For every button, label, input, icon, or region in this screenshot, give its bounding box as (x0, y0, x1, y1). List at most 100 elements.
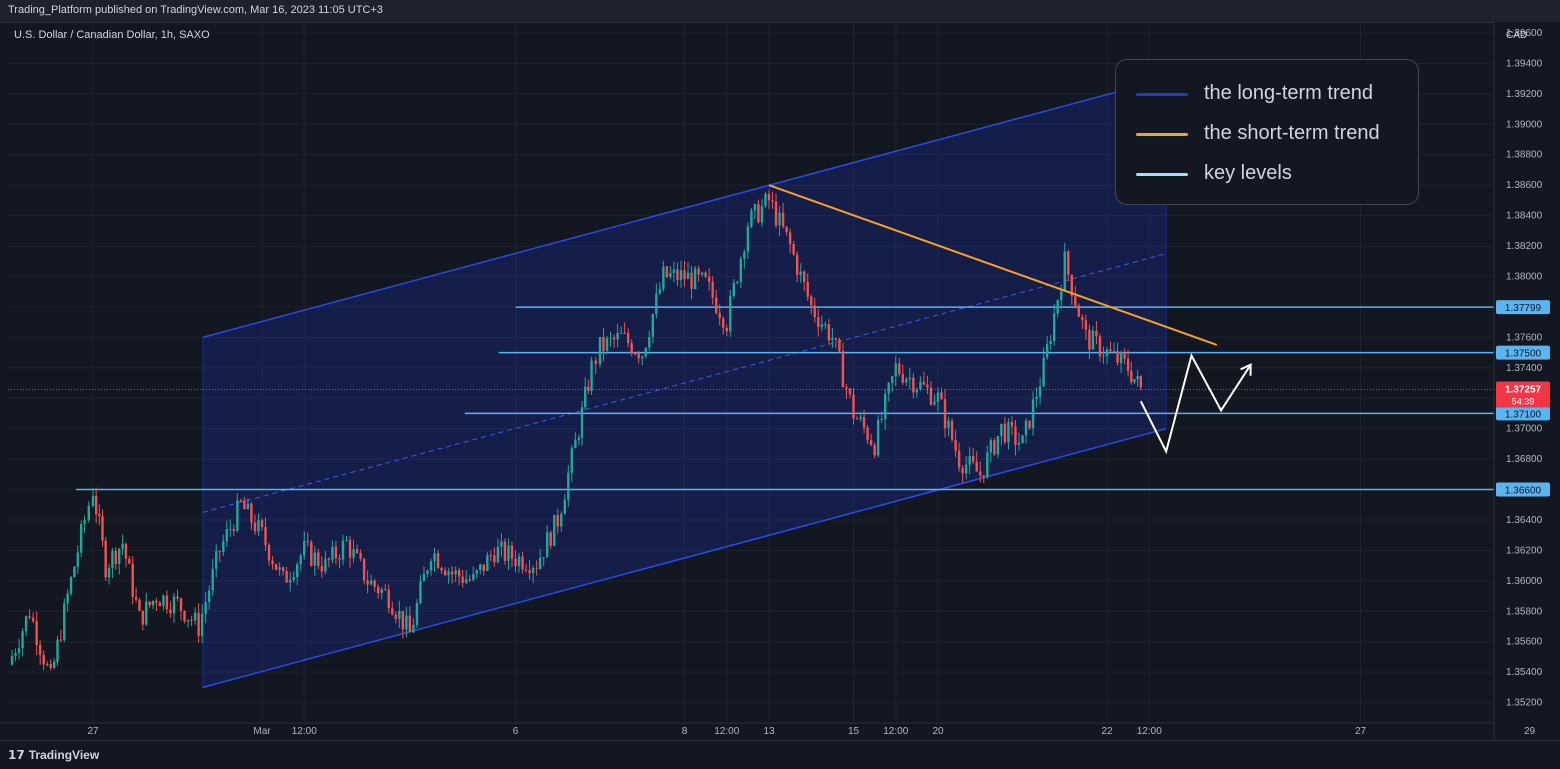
candle-body (352, 549, 355, 558)
candle-body (986, 452, 989, 478)
candle-body (104, 540, 107, 578)
candle-body (1031, 399, 1035, 429)
forecast-path[interactable] (1139, 352, 1252, 455)
price-axis-bg (1494, 22, 1560, 740)
candle-body (1126, 358, 1130, 372)
channel-mid-line (202, 253, 1167, 513)
price-axis[interactable]: 1.35200 1.35400 1.35600 1.35800 1.36000 1.362… (1493, 22, 1560, 740)
candle-body (672, 269, 676, 274)
candle-body (124, 543, 128, 559)
legend-label-short-term: the short-term trend (1204, 122, 1380, 144)
candle-body (901, 373, 904, 383)
candle-body (503, 541, 507, 561)
candle-body (1084, 320, 1088, 330)
candle-body (975, 461, 978, 472)
candle-body (753, 204, 757, 211)
candle-body (686, 272, 690, 279)
candle-body (545, 532, 549, 558)
time-axis[interactable]: 27Mar12:006812:00131512:00202212:0027291… (0, 722, 1560, 737)
candle-body (679, 270, 683, 281)
candle-body (257, 520, 260, 532)
candle-body (669, 273, 672, 277)
time-tick-label: 20 (932, 726, 944, 737)
candle-body (912, 377, 915, 393)
candle-body (982, 475, 985, 478)
candle-body (919, 381, 922, 390)
candle-body (440, 567, 443, 571)
candle-body (472, 574, 475, 580)
current-price-value: 1.37257 (1505, 385, 1542, 396)
candle-body (111, 550, 114, 568)
time-tick-label: 27 (87, 726, 99, 737)
candle-body (587, 386, 590, 391)
tradingview-brand: TradingView (28, 748, 100, 762)
key-level-tag (1496, 345, 1550, 360)
short-term-trendline[interactable] (768, 184, 1218, 346)
legend-box: the long-term trend the short-term trend… (1115, 59, 1419, 205)
price-tick-label: 1.37000 (1506, 424, 1543, 435)
candle-body (954, 439, 957, 451)
candle-body (345, 540, 348, 542)
candle-body (398, 610, 401, 619)
candle-body (524, 569, 528, 571)
candle-body (767, 193, 771, 201)
candle-body (243, 500, 246, 510)
candle-body (422, 573, 426, 582)
candle-body (1060, 290, 1063, 301)
candle-body (641, 356, 644, 359)
candle-body (972, 456, 975, 462)
price-tick-label: 1.37600 (1506, 332, 1543, 343)
candle-body (155, 600, 158, 603)
candle-body (56, 639, 59, 662)
candle-body (813, 305, 816, 318)
price-chart[interactable]: 1.35200 1.35400 1.35600 1.35800 1.36000 1.362… (0, 22, 1560, 740)
candle-body (845, 387, 848, 389)
candle-body (239, 500, 243, 502)
candle-body (507, 545, 510, 561)
candle-body (465, 579, 468, 583)
candle-body (883, 393, 887, 420)
candle-body (648, 337, 651, 348)
candle-body (98, 514, 101, 517)
candle-body (1095, 330, 1098, 337)
candle-body (563, 499, 566, 515)
publish-header: Trading_Platform published on TradingVie… (0, 0, 1560, 23)
candle-body (468, 579, 471, 581)
candle-body (121, 543, 124, 549)
candle-body (114, 550, 118, 564)
candle-body (387, 589, 390, 609)
time-tick-label: 12:00 (714, 726, 739, 737)
key-levels[interactable] (8, 306, 1494, 491)
candle-body (443, 570, 447, 576)
price-tick-label: 1.35400 (1506, 667, 1543, 678)
candle-body (760, 206, 764, 223)
candle-body (76, 552, 79, 567)
candle-body (891, 376, 894, 384)
legend-swatch-key-levels (1136, 173, 1188, 176)
candle-body (1123, 352, 1126, 359)
candle-body (820, 324, 824, 327)
candle-body (651, 314, 655, 338)
candle-body (549, 532, 552, 546)
key-level-tag (1496, 482, 1550, 497)
candle-body (827, 324, 831, 341)
candle-body (894, 363, 897, 377)
tradingview-logo[interactable]: 𝟭𝟳 TradingView (8, 748, 99, 762)
candle-body (940, 392, 943, 400)
candle-body (46, 664, 49, 666)
candle-body (362, 558, 366, 581)
candle-body (117, 548, 121, 564)
candle-body (915, 389, 919, 393)
candle-body (278, 567, 281, 570)
candle-body (700, 272, 704, 275)
candle-body (141, 610, 145, 625)
candle-body (929, 387, 933, 405)
candle-body (1098, 336, 1102, 357)
candle-body (1000, 423, 1003, 437)
candle-body (806, 281, 809, 297)
candle-body (59, 639, 63, 641)
candle-body (31, 617, 35, 622)
candle-body (457, 570, 461, 577)
candle-body (447, 571, 450, 576)
candle-body (750, 210, 753, 227)
